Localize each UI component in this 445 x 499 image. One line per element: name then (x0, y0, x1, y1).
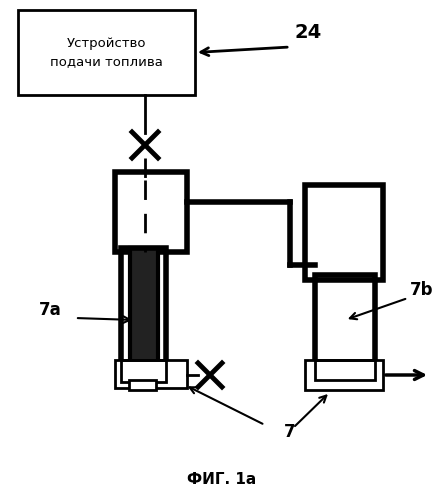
Text: 7: 7 (284, 423, 296, 441)
Text: 7b: 7b (410, 281, 433, 299)
Bar (305, 185, 383, 280)
Bar (315, 360, 375, 380)
Bar (129, 380, 156, 390)
Text: 24: 24 (295, 22, 322, 41)
Bar (315, 275, 375, 365)
Bar (115, 360, 187, 388)
Bar (121, 248, 166, 363)
Bar (18, 10, 195, 95)
Text: Устройство
подачи топлива: Устройство подачи топлива (50, 37, 163, 68)
Bar (121, 360, 166, 382)
Bar (305, 360, 383, 390)
Text: ФИГ. 1а: ФИГ. 1а (187, 473, 257, 488)
Bar (115, 172, 187, 252)
Bar (130, 248, 158, 363)
Text: 7a: 7a (39, 301, 61, 319)
